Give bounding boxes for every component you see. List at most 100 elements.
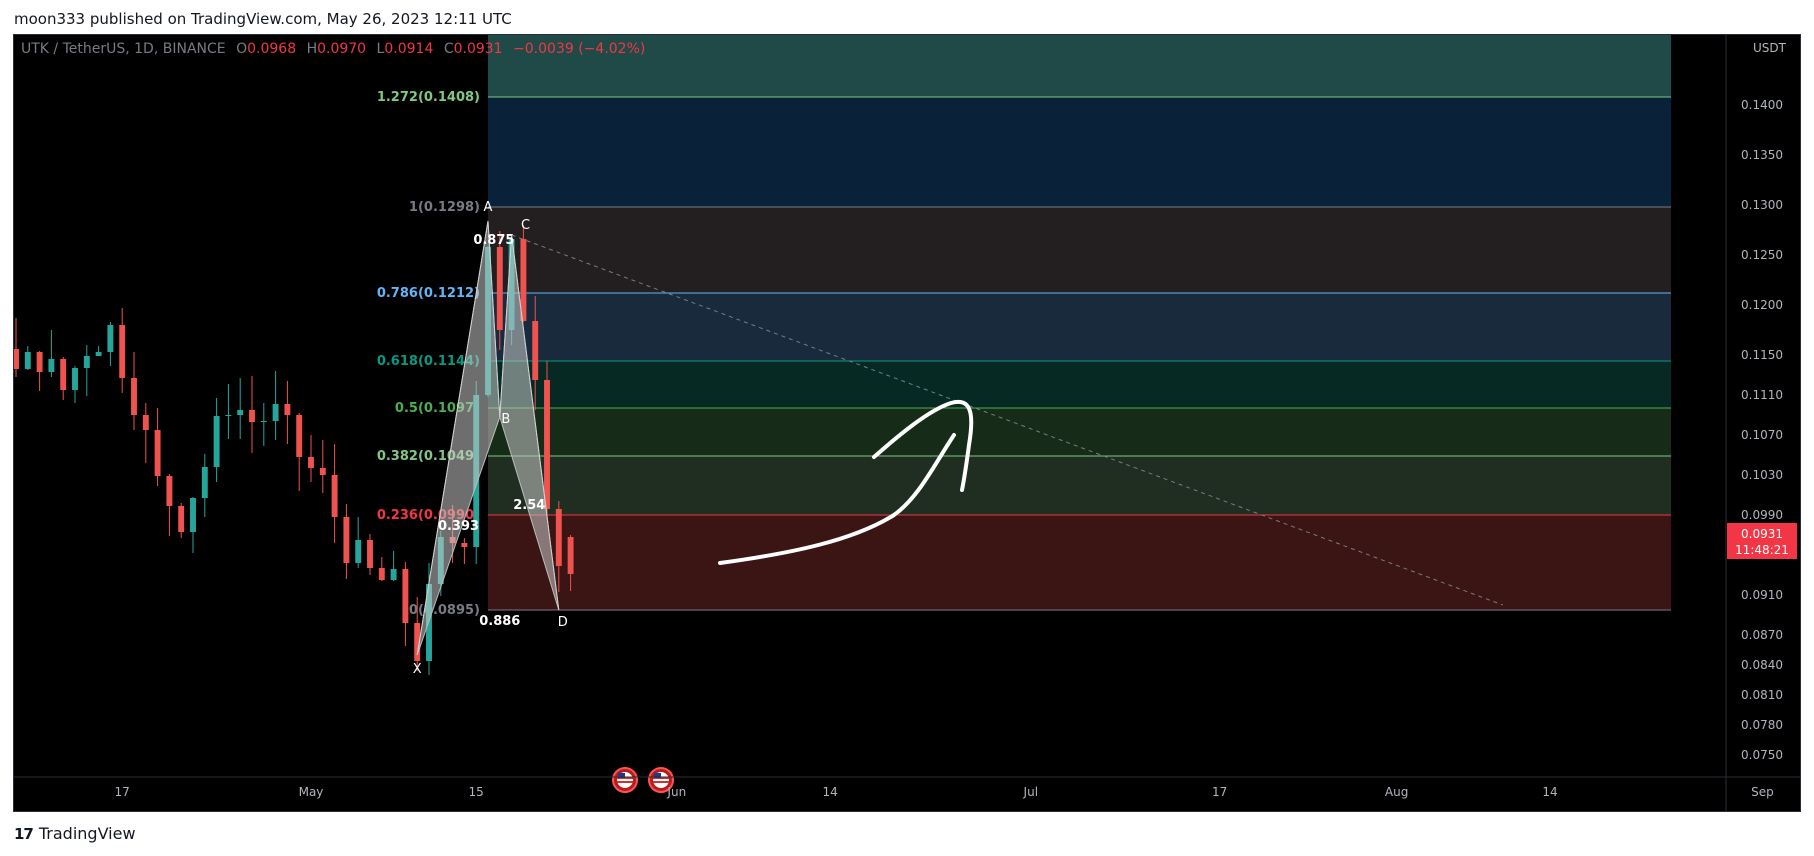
candle-countdown: 11:48:21 [1735, 543, 1789, 557]
candle-body [461, 543, 468, 547]
pattern-point-label: D [558, 615, 568, 630]
low-label: L [377, 41, 385, 57]
fib-band [488, 456, 1671, 515]
fib-band [488, 361, 1671, 408]
candle-body [190, 498, 196, 532]
close-label: C [444, 41, 454, 57]
candle-body [355, 540, 362, 563]
candle-body [225, 415, 232, 416]
tradingview-logo-icon: 17 [14, 824, 34, 843]
axes: USDT 0.1400 0.1350 0.1300 0.1250 0.1200 0.115… [14, 35, 1800, 811]
time-tick-label: Aug [1385, 785, 1408, 799]
time-tick-label: Jul [1023, 785, 1038, 799]
fib-level-label: 0.618(0.1144) [377, 354, 480, 369]
price-tick-label: 0.1110 [1741, 388, 1783, 402]
close-value: 0.0931 [454, 41, 503, 57]
us-flag-event-icon [648, 767, 674, 793]
time-tick-label: 17 [1212, 785, 1227, 799]
candle-body [296, 415, 303, 457]
candle-body [48, 359, 55, 372]
price-chart[interactable]: 1.272(0.1408) 1(0.1298) 0.786(0.1212) 0.618… [1, 35, 1800, 811]
time-tick-label: Jun [666, 785, 686, 799]
price-tick-label: 0.0870 [1741, 628, 1783, 642]
price-tick-label: 0.1200 [1741, 298, 1783, 312]
chart-frame[interactable]: 1.272(0.1408) 1(0.1298) 0.786(0.1212) 0.618… [1, 34, 1801, 812]
candle-body [201, 467, 208, 498]
candle-body [119, 325, 126, 378]
candle-body [83, 356, 90, 368]
candle-body [36, 352, 43, 372]
pattern-point-label: B [501, 412, 510, 427]
price-tick-label: 0.0990 [1741, 508, 1783, 522]
high-label: H [307, 41, 318, 57]
open-value: 0.0968 [247, 41, 296, 57]
pattern-point-label: X [413, 662, 422, 677]
fibonacci-retracement[interactable]: 1.272(0.1408) 1(0.1298) 0.786(0.1212) 0.618… [377, 35, 1671, 618]
price-tick-label: 0.0750 [1741, 748, 1783, 762]
hand-drawn-arrow[interactable] [718, 399, 974, 565]
candle-body [24, 352, 31, 369]
high-value: 0.0970 [317, 41, 366, 57]
candle-body [496, 247, 503, 330]
candle-body [555, 509, 562, 566]
candle-body [213, 416, 220, 467]
candle-body [378, 568, 385, 580]
candle-body [178, 506, 185, 532]
time-tick-label: May [299, 785, 324, 799]
candle-body [390, 569, 397, 580]
candle-body [237, 410, 244, 415]
pattern-point-label: A [484, 200, 493, 215]
time-tick-label: 15 [469, 785, 484, 799]
candle-body [367, 540, 373, 568]
price-tick-label: 0.0810 [1741, 688, 1783, 702]
tradingview-footer[interactable]: 17 TradingView [14, 824, 136, 843]
harmonic-pattern[interactable]: X A B C D 0.393 0.875 2.54 0.886 [413, 200, 1503, 677]
candle-body [154, 430, 161, 476]
publish-info: moon333 published on TradingView.com, Ma… [14, 10, 512, 28]
symbol-name: UTK / TetherUS, 1D, BINANCE [21, 41, 226, 57]
arrow-stroke [718, 433, 956, 565]
fib-band [488, 97, 1671, 207]
pattern-ratio-label: 0.886 [479, 614, 520, 629]
fib-level-label: 0.786(0.1212) [377, 286, 480, 301]
candle-body [272, 404, 279, 421]
candle-body [95, 352, 102, 356]
arrow-head [872, 399, 974, 492]
candle-body [520, 239, 527, 321]
candle-body [319, 468, 326, 475]
fib-band [488, 408, 1671, 456]
price-tick-label: 0.1300 [1741, 198, 1783, 212]
candle-body [414, 623, 421, 661]
price-tick-label: 0.0780 [1741, 718, 1783, 732]
last-price-tag: 0.0931 11:48:21 [1727, 523, 1797, 559]
price-tick-label: 0.1030 [1741, 468, 1783, 482]
candle-body [72, 368, 78, 390]
change-value: −0.0039 (−4.02%) [513, 41, 645, 57]
low-value: 0.0914 [384, 41, 433, 57]
candle-body [284, 404, 291, 415]
fib-band [488, 207, 1671, 293]
last-price-value: 0.0931 [1741, 527, 1783, 541]
candle-body [567, 537, 574, 574]
candle-body [107, 325, 114, 352]
ohlc-legend: UTK / TetherUS, 1D, BINANCE O0.0968 H0.0… [21, 41, 645, 57]
price-tick-label: 0.0840 [1741, 658, 1783, 672]
pattern-ratio-label: 0.393 [438, 519, 479, 534]
candle-body [249, 410, 255, 422]
open-label: O [236, 41, 247, 57]
pattern-ratio-label: 0.875 [473, 233, 514, 248]
candle-body [60, 359, 67, 390]
fib-level-label: 1(0.1298) [409, 200, 480, 215]
fib-band [488, 515, 1671, 610]
candle-body [166, 476, 173, 506]
candle-body [343, 517, 350, 563]
fib-level-label: 0(0.0895) [409, 603, 480, 618]
currency-label: USDT [1753, 41, 1787, 55]
economic-events[interactable] [612, 767, 674, 793]
time-tick-label: Sep [1751, 785, 1774, 799]
time-tick-label: 14 [1542, 785, 1557, 799]
fib-band [488, 293, 1671, 361]
candle-body [532, 321, 539, 380]
svg-text:UTK / TetherUS, 1D, BINANCE: UTK / TetherUS, 1D, BINANCE O0.0968 H0.0… [21, 41, 645, 57]
candle-body [131, 378, 137, 415]
